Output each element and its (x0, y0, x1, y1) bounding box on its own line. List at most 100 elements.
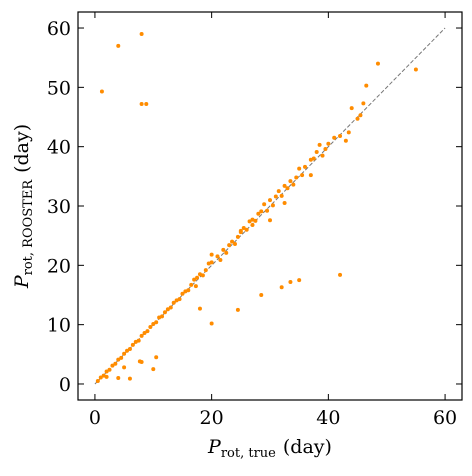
data-point (291, 182, 296, 187)
y-tick-label: 50 (47, 77, 71, 99)
data-point (282, 201, 287, 206)
data-point (364, 83, 369, 88)
data-point (162, 310, 167, 315)
data-point (259, 292, 264, 297)
data-point (137, 359, 142, 364)
data-point (323, 147, 328, 152)
data-point (250, 222, 255, 227)
data-point (346, 130, 351, 135)
data-point (288, 279, 293, 284)
data-point (98, 375, 103, 380)
data-point (165, 307, 170, 312)
y-axis-label: Prot, ROOSTER (day) (11, 124, 36, 289)
data-point (311, 156, 316, 161)
data-point (270, 203, 275, 208)
data-point (244, 227, 249, 232)
data-point (338, 272, 343, 277)
reference-line (94, 27, 446, 385)
data-point (209, 321, 214, 326)
data-point (308, 173, 313, 178)
data-point (104, 374, 109, 379)
data-point (122, 365, 127, 370)
data-point (193, 284, 198, 289)
data-point (139, 333, 144, 338)
data-point (221, 247, 226, 252)
x-axis-label-subscript: rot, true (221, 446, 276, 461)
data-point (332, 135, 337, 140)
data-point (227, 243, 232, 248)
y-tick-label: 60 (47, 18, 71, 40)
data-point (265, 208, 270, 213)
data-point (355, 116, 360, 121)
data-point (200, 273, 205, 278)
data-point (358, 113, 363, 118)
x-tick-label: 20 (200, 407, 224, 429)
data-point (288, 179, 293, 184)
data-point (136, 338, 141, 343)
data-point (218, 257, 223, 262)
data-point (413, 67, 418, 72)
y-tick-label: 20 (47, 255, 71, 277)
y-axis-label-symbol: P (11, 274, 33, 289)
data-point (154, 355, 159, 360)
x-axis-label-symbol: P (207, 436, 222, 458)
x-tick-label: 60 (433, 407, 457, 429)
x-axis-label: Prot, true (day) (207, 436, 332, 461)
data-point (113, 361, 118, 366)
data-point (297, 278, 302, 283)
data-point (154, 320, 159, 325)
data-point (203, 268, 208, 273)
data-point (122, 351, 127, 356)
data-point (151, 367, 156, 372)
data-point (317, 142, 322, 147)
data-point (130, 342, 135, 347)
data-point (343, 138, 348, 143)
data-point (349, 106, 354, 111)
data-point (144, 101, 149, 106)
data-point (230, 239, 235, 244)
data-point (139, 31, 144, 36)
data-point (279, 285, 284, 290)
data-point (279, 193, 284, 198)
y-tick-label: 0 (59, 374, 71, 396)
data-point (180, 291, 185, 296)
data-point (262, 202, 267, 207)
data-point (285, 186, 290, 191)
y-axis-label-subscript: rot, ROOSTER (21, 179, 36, 276)
data-point (104, 369, 109, 374)
data-point (303, 164, 308, 169)
data-point (145, 329, 150, 334)
data-point (116, 357, 121, 362)
y-tick-label: 30 (47, 196, 71, 218)
data-point (282, 183, 287, 188)
y-axis-label-unit: (day) (11, 124, 33, 173)
data-point (235, 307, 240, 312)
data-point (320, 153, 325, 158)
y-tick-label: 10 (47, 315, 71, 337)
data-point (276, 189, 281, 194)
data-point (197, 306, 202, 311)
data-point (235, 234, 240, 239)
data-point (314, 150, 319, 155)
data-point (273, 194, 278, 199)
data-point (151, 322, 156, 327)
x-tick-label: 40 (316, 407, 340, 429)
data-point (148, 325, 153, 330)
data-point (125, 348, 130, 353)
data-point (127, 346, 132, 351)
data-point (215, 254, 220, 259)
data-point (116, 376, 121, 381)
data-point (297, 166, 302, 171)
data-point (186, 288, 191, 293)
data-point (250, 217, 255, 222)
data-point (195, 275, 200, 280)
data-point (209, 252, 214, 257)
data-point (259, 209, 264, 214)
data-point (241, 225, 246, 230)
data-point (171, 300, 176, 305)
data-point (110, 363, 115, 368)
data-point (99, 89, 104, 94)
x-tick-label: 0 (89, 407, 101, 429)
data-point (247, 219, 252, 224)
